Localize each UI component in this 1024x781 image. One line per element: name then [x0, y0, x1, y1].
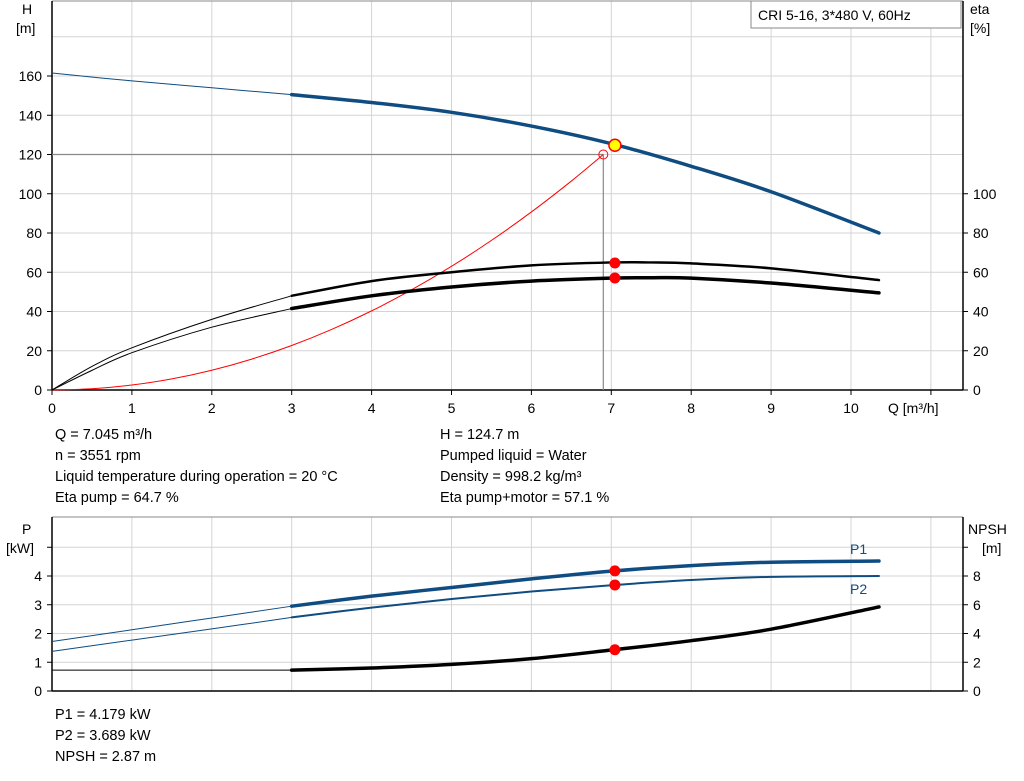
x-tick-label: 9: [767, 400, 775, 416]
p2-curve-extrapolated: [51, 616, 292, 652]
legend-box: [750, 0, 962, 29]
y2-tick-label: 4: [973, 626, 981, 642]
y-tick-label: 140: [19, 107, 43, 123]
info-top-right: H = 124.7 m Pumped liquid = Water Densit…: [440, 427, 609, 506]
p1-curve-extrapolated: [51, 605, 292, 643]
eta-total-curve: [289, 275, 881, 311]
y-axis-label-H: H: [22, 1, 32, 17]
x-tick-label: 8: [687, 400, 695, 416]
head-curve: [289, 92, 881, 235]
eta-total-curve-extrapolated: [51, 308, 292, 391]
y-tick-label: 40: [26, 304, 42, 320]
y2-tick-label: 0: [973, 683, 981, 699]
info-P1: P1 = 4.179 kW: [55, 707, 151, 723]
info-bottom: P1 = 4.179 kW P2 = 3.689 kW NPSH = 2.87 …: [55, 707, 156, 765]
series-label-P2: P2: [850, 581, 867, 597]
y-axis-label-P: P: [22, 521, 31, 537]
npsh-point: [609, 644, 621, 656]
info-top-left: Q = 7.045 m³/h n = 3551 rpm Liquid tempe…: [55, 427, 338, 506]
y2-axis-unit-NPSH: [m]: [982, 540, 1001, 556]
duty-point-marker: [598, 149, 609, 160]
y-tick-label: 80: [26, 225, 42, 241]
info-temperature: Liquid temperature during operation = 20…: [55, 469, 338, 485]
x-tick-label: 5: [448, 400, 456, 416]
legend-box-text: CRI 5-16, 3*480 V, 60Hz: [758, 7, 911, 23]
x-tick-label: 0: [48, 400, 56, 416]
info-NPSH: NPSH = 2.87 m: [55, 749, 156, 765]
info-flow: Q = 7.045 m³/h: [55, 427, 152, 443]
y2-axis-label-NPSH: NPSH: [968, 521, 1007, 537]
y-tick-label: 160: [19, 68, 43, 84]
x-tick-label: 2: [208, 400, 216, 416]
y2-tick-label: 40: [973, 304, 989, 320]
y2-tick-label: 60: [973, 264, 989, 280]
y2-tick-label: 100: [973, 186, 997, 202]
info-liquid: Pumped liquid = Water: [440, 448, 587, 464]
info-speed: n = 3551 rpm: [55, 448, 141, 464]
info-P2: P2 = 3.689 kW: [55, 728, 151, 744]
p2-curve: [290, 575, 880, 619]
p2-point: [609, 579, 621, 591]
x-axis-label-Q: Q [m³/h]: [888, 400, 939, 416]
chart-marks: [51, 72, 881, 672]
y2-tick-label: 2: [973, 654, 981, 670]
x-tick-label: 4: [368, 400, 376, 416]
eta-total-point: [609, 272, 621, 284]
x-tick-label: 3: [288, 400, 296, 416]
y2-tick-label: 0: [973, 382, 981, 398]
y-axis-unit-H: [m]: [16, 20, 35, 36]
y-tick-label: 1: [34, 654, 42, 670]
operating-point-marker: [608, 138, 622, 153]
y-tick-label: 120: [19, 147, 43, 163]
y2-tick-label: 6: [973, 597, 981, 613]
y-axis-unit-P: [kW]: [6, 540, 34, 556]
eta-pump-point: [609, 257, 621, 269]
y2-axis-label-eta: eta: [970, 1, 990, 17]
y-tick-label: 0: [34, 683, 42, 699]
info-density: Density = 998.2 kg/m³: [440, 469, 582, 485]
p1-point: [609, 565, 621, 577]
x-tick-label: 6: [528, 400, 536, 416]
info-head: H = 124.7 m: [440, 427, 519, 443]
y-tick-label: 0: [34, 382, 42, 398]
system-curve: [51, 154, 604, 391]
y-tick-label: 2: [34, 626, 42, 642]
eta-pump-curve-extrapolated: [51, 295, 292, 391]
grid-top: 0 1 2 3 4 5 6 7 8 9 100204060801001201401600204060…: [19, 0, 997, 416]
y2-tick-label: 20: [973, 343, 989, 359]
x-tick-label: 1: [128, 400, 136, 416]
y-tick-label: 3: [34, 597, 42, 613]
y-tick-label: 20: [26, 343, 42, 359]
info-eta-total: Eta pump+motor = 57.1 %: [440, 490, 609, 506]
npsh-curve: [289, 605, 881, 672]
y-tick-label: 60: [26, 264, 42, 280]
head-curve-extrapolated: [51, 72, 292, 96]
series-label-P1: P1: [850, 541, 867, 557]
y2-tick-label: 8: [973, 568, 981, 584]
y-tick-label: 4: [34, 568, 42, 584]
y2-axis-unit-eta: [%]: [970, 20, 990, 36]
p1-curve: [289, 559, 881, 608]
x-tick-label: 10: [843, 400, 859, 416]
info-eta-pump: Eta pump = 64.7 %: [55, 490, 179, 506]
y2-tick-label: 80: [973, 225, 989, 241]
grid-bottom: 0 1 2 3 4 0 2 4 6 8: [34, 516, 981, 699]
y-tick-label: 100: [19, 186, 43, 202]
x-tick-label: 7: [607, 400, 615, 416]
